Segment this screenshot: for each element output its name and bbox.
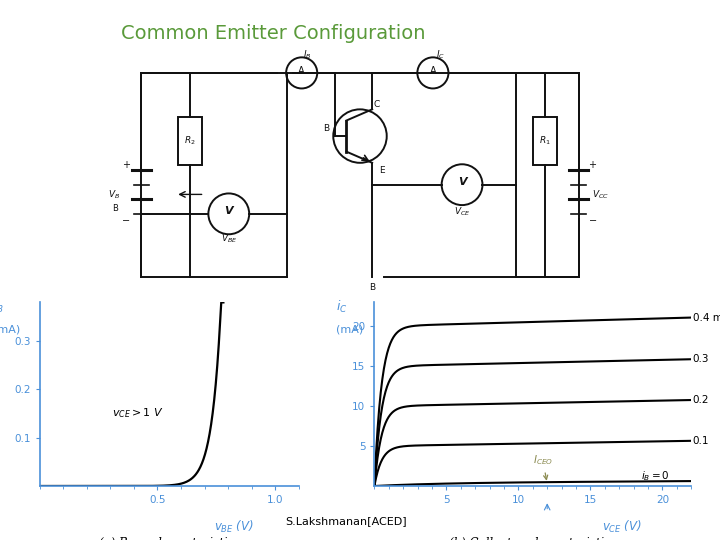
Text: E: E <box>379 166 384 174</box>
Text: (b) Collector characteristics: (b) Collector characteristics <box>449 537 616 540</box>
Text: V: V <box>225 206 233 217</box>
Text: 0.3: 0.3 <box>693 354 709 364</box>
Text: +: + <box>588 160 596 170</box>
Text: V: V <box>458 177 467 187</box>
Text: $I_C$: $I_C$ <box>436 48 445 60</box>
Text: $V_{BE}$: $V_{BE}$ <box>220 233 237 245</box>
Text: A: A <box>298 66 305 76</box>
Text: Common Emitter Configuration: Common Emitter Configuration <box>122 24 426 43</box>
Text: (mA): (mA) <box>0 325 20 334</box>
Text: A: A <box>430 66 436 76</box>
Circle shape <box>208 193 249 234</box>
Text: $I_{CEO}$: $I_{CEO}$ <box>533 454 553 480</box>
Circle shape <box>286 57 318 89</box>
Text: B: B <box>323 124 329 133</box>
Text: B: B <box>369 283 375 292</box>
Text: C: C <box>374 100 380 109</box>
FancyBboxPatch shape <box>178 117 202 165</box>
Text: $v_{BE}$ (V): $v_{BE}$ (V) <box>214 519 254 535</box>
Circle shape <box>441 164 482 205</box>
Text: $i_B$: $i_B$ <box>0 299 4 315</box>
Text: 0.1: 0.1 <box>693 436 709 446</box>
Text: +: + <box>122 160 130 170</box>
Text: $v_{CE} > 1$ V: $v_{CE} > 1$ V <box>112 406 164 420</box>
Text: $i_B = 0$: $i_B = 0$ <box>641 469 670 483</box>
Text: 0.2: 0.2 <box>693 395 709 405</box>
Circle shape <box>418 57 449 89</box>
Text: (a) Base characteristics: (a) Base characteristics <box>99 537 240 540</box>
FancyBboxPatch shape <box>533 117 557 165</box>
Text: $V_B$: $V_B$ <box>109 188 121 201</box>
Text: $v_{CE}$ (V): $v_{CE}$ (V) <box>601 519 642 535</box>
Circle shape <box>333 109 387 163</box>
Text: $-$: $-$ <box>121 214 130 224</box>
Text: $-$: $-$ <box>588 214 597 224</box>
Text: $R_1$: $R_1$ <box>539 134 551 147</box>
Text: $i_C$: $i_C$ <box>336 299 348 315</box>
Text: $I_B$: $I_B$ <box>303 48 312 60</box>
Text: (mA): (mA) <box>336 325 364 334</box>
Text: $V_{CC}$: $V_{CC}$ <box>592 188 609 201</box>
Text: $R_2$: $R_2$ <box>184 134 196 147</box>
Text: 0.4 mA: 0.4 mA <box>693 313 720 322</box>
Text: S.Lakshmanan[ACED]: S.Lakshmanan[ACED] <box>285 516 406 526</box>
Text: $V_{CE}$: $V_{CE}$ <box>454 205 470 218</box>
Text: B: B <box>112 205 117 213</box>
